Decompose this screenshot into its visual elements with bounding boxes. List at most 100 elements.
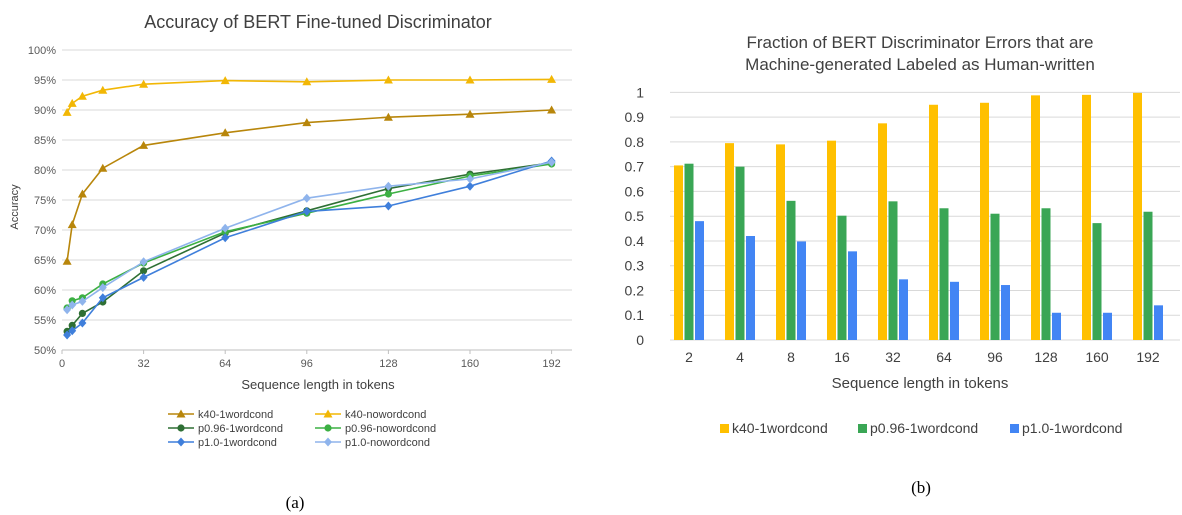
bar-p1.0-1wordcond [695, 221, 704, 340]
legend-swatch-k40-1wordcond [720, 424, 729, 433]
data-point-p0.96-nowordcond [384, 190, 392, 198]
data-point-k40-1wordcond [302, 118, 312, 127]
accuracy-line-chart: Accuracy of BERT Fine-tuned Discriminato… [9, 12, 572, 512]
data-point-p1.0-nowordcond [68, 300, 77, 310]
chart-b-y-tick-label: 0.6 [625, 183, 645, 199]
chart-a-legend: k40-1wordcond k40-nowordcond p0.96-1wordco… [168, 409, 436, 449]
chart-b-y-tick-label: 0.4 [625, 233, 645, 249]
chart-a-x-axis: 0 32 64 96 128 160 192 [59, 350, 561, 370]
chart-b-y-tick-label: 0 [636, 332, 644, 348]
chart-a-y-tick-label: 50% [34, 345, 56, 357]
chart-b-title-line-2: Machine-generated Labeled as Human-writt… [745, 55, 1095, 74]
chart-a-plot-area [62, 74, 557, 340]
chart-b-y-tick-label: 0.5 [625, 208, 645, 224]
chart-b-x-tick-label: 4 [736, 349, 744, 365]
data-point-p0.96-1wordcond [140, 267, 148, 275]
chart-b-y-tick-label: 0.7 [625, 159, 645, 175]
chart-a-y-tick-label: 60% [34, 285, 56, 297]
chart-b-y-tick-label: 0.3 [625, 258, 645, 274]
chart-b-y-axis: 0 0.1 0.2 0.3 0.4 0.5 0.6 0.7 0.8 0.9 1 [625, 84, 645, 348]
chart-b-x-tick-label: 2 [685, 349, 693, 365]
series-line-p1.0-1wordcond [66, 160, 552, 336]
chart-b-x-tick-label: 128 [1034, 349, 1058, 365]
data-point-p1.0-nowordcond [139, 257, 148, 267]
bar-p0.96-1wordcond [837, 215, 847, 340]
legend-swatch-marker [323, 409, 333, 418]
bar-k40-1wordcond [674, 165, 683, 340]
data-point-p1.0-1wordcond [466, 181, 474, 191]
chart-a-y-tick-label: 70% [34, 225, 56, 237]
chart-a-gridlines [62, 49, 572, 351]
chart-a-y-tick-label: 85% [34, 135, 56, 147]
bar-p0.96-1wordcond [939, 208, 949, 340]
chart-b-title-line-1: Fraction of BERT Discriminator Errors th… [746, 33, 1093, 52]
data-point-p1.0-1wordcond [98, 293, 107, 303]
data-point-p1.0-1wordcond [78, 318, 87, 328]
chart-a-y-tick-label: 65% [34, 255, 56, 267]
chart-a-y-tick-label: 100% [28, 45, 56, 57]
chart-a-x-tick-label: 192 [542, 358, 560, 370]
chart-a-y-axis: 50% 55% 60% 65% 70% 75% 80% 85% 90% 95% 100% [28, 45, 56, 357]
bar-p1.0-1wordcond [1001, 285, 1010, 340]
data-point-p1.0-nowordcond [78, 296, 87, 306]
bar-p0.96-1wordcond [786, 200, 796, 340]
series-line-k40-1wordcond [66, 109, 552, 262]
legend-swatch-marker [177, 437, 185, 447]
chart-b-y-tick-label: 0.9 [625, 109, 645, 125]
data-point-p1.0-1wordcond [221, 233, 230, 243]
data-point-p1.0-1wordcond [139, 272, 148, 282]
bar-k40-1wordcond [878, 123, 887, 340]
legend-swatch-marker [324, 437, 332, 447]
legend-swatch-p1.0-1wordcond [1010, 424, 1019, 433]
data-point-p1.0-1wordcond [302, 206, 311, 216]
legend-label: p1.0-1wordcond [1022, 420, 1122, 436]
bar-p1.0-1wordcond [1154, 305, 1163, 340]
legend-label: k40-1wordcond [732, 420, 828, 436]
chart-a-y-tick-label: 75% [34, 195, 56, 207]
chart-a-x-tick-label: 0 [59, 358, 65, 370]
data-point-k40-1wordcond [67, 220, 77, 229]
data-point-p1.0-nowordcond [221, 223, 230, 233]
data-point-k40-nowordcond [77, 91, 87, 100]
legend-label: p0.96-1wordcond [870, 420, 978, 436]
data-point-k40-nowordcond [62, 107, 72, 116]
bar-k40-1wordcond [1133, 92, 1142, 340]
data-point-k40-1wordcond [465, 109, 475, 118]
data-point-k40-nowordcond [139, 79, 149, 88]
legend-swatch-p0.96-1wordcond [858, 424, 867, 433]
bar-k40-1wordcond [929, 104, 938, 340]
chart-a-y-tick-label: 80% [34, 165, 56, 177]
legend-swatch-marker [177, 424, 185, 432]
bar-k40-1wordcond [827, 140, 836, 340]
bar-p0.96-1wordcond [1143, 211, 1153, 340]
bar-p0.96-1wordcond [1041, 208, 1051, 340]
data-point-k40-1wordcond [62, 256, 72, 265]
data-point-p1.0-1wordcond [63, 330, 72, 340]
data-point-p1.0-nowordcond [98, 283, 107, 293]
bar-k40-1wordcond [776, 144, 785, 340]
data-point-p1.0-1wordcond [384, 201, 393, 211]
chart-a-y-label: Accuracy [9, 184, 21, 230]
chart-a-x-tick-label: 64 [219, 358, 231, 370]
series-line-p1.0-nowordcond [66, 161, 552, 311]
chart-b-x-tick-label: 192 [1136, 349, 1160, 365]
chart-a-y-tick-label: 90% [34, 105, 56, 117]
data-point-p1.0-nowordcond [466, 174, 474, 184]
data-point-p0.96-1wordcond [68, 321, 76, 329]
legend-label: k40-nowordcond [345, 409, 426, 421]
bar-p0.96-1wordcond [1092, 223, 1102, 340]
chart-b-bars [674, 92, 1163, 341]
data-point-k40-nowordcond [67, 98, 77, 107]
series-line-p0.96-1wordcond [66, 162, 552, 332]
legend-label: p1.0-nowordcond [345, 437, 430, 449]
data-point-p1.0-1wordcond [68, 326, 77, 336]
chart-b-y-tick-label: 0.8 [625, 134, 645, 150]
legend-swatch-marker [176, 409, 186, 418]
panel-label-a: (a) [286, 493, 305, 512]
chart-b-legend: k40-1wordcond p0.96-1wordcond p1.0-1wordco… [720, 420, 1122, 436]
bar-p0.96-1wordcond [684, 163, 694, 340]
bar-p0.96-1wordcond [888, 201, 898, 340]
bar-p1.0-1wordcond [797, 241, 806, 340]
chart-b-y-tick-label: 0.2 [625, 282, 645, 298]
